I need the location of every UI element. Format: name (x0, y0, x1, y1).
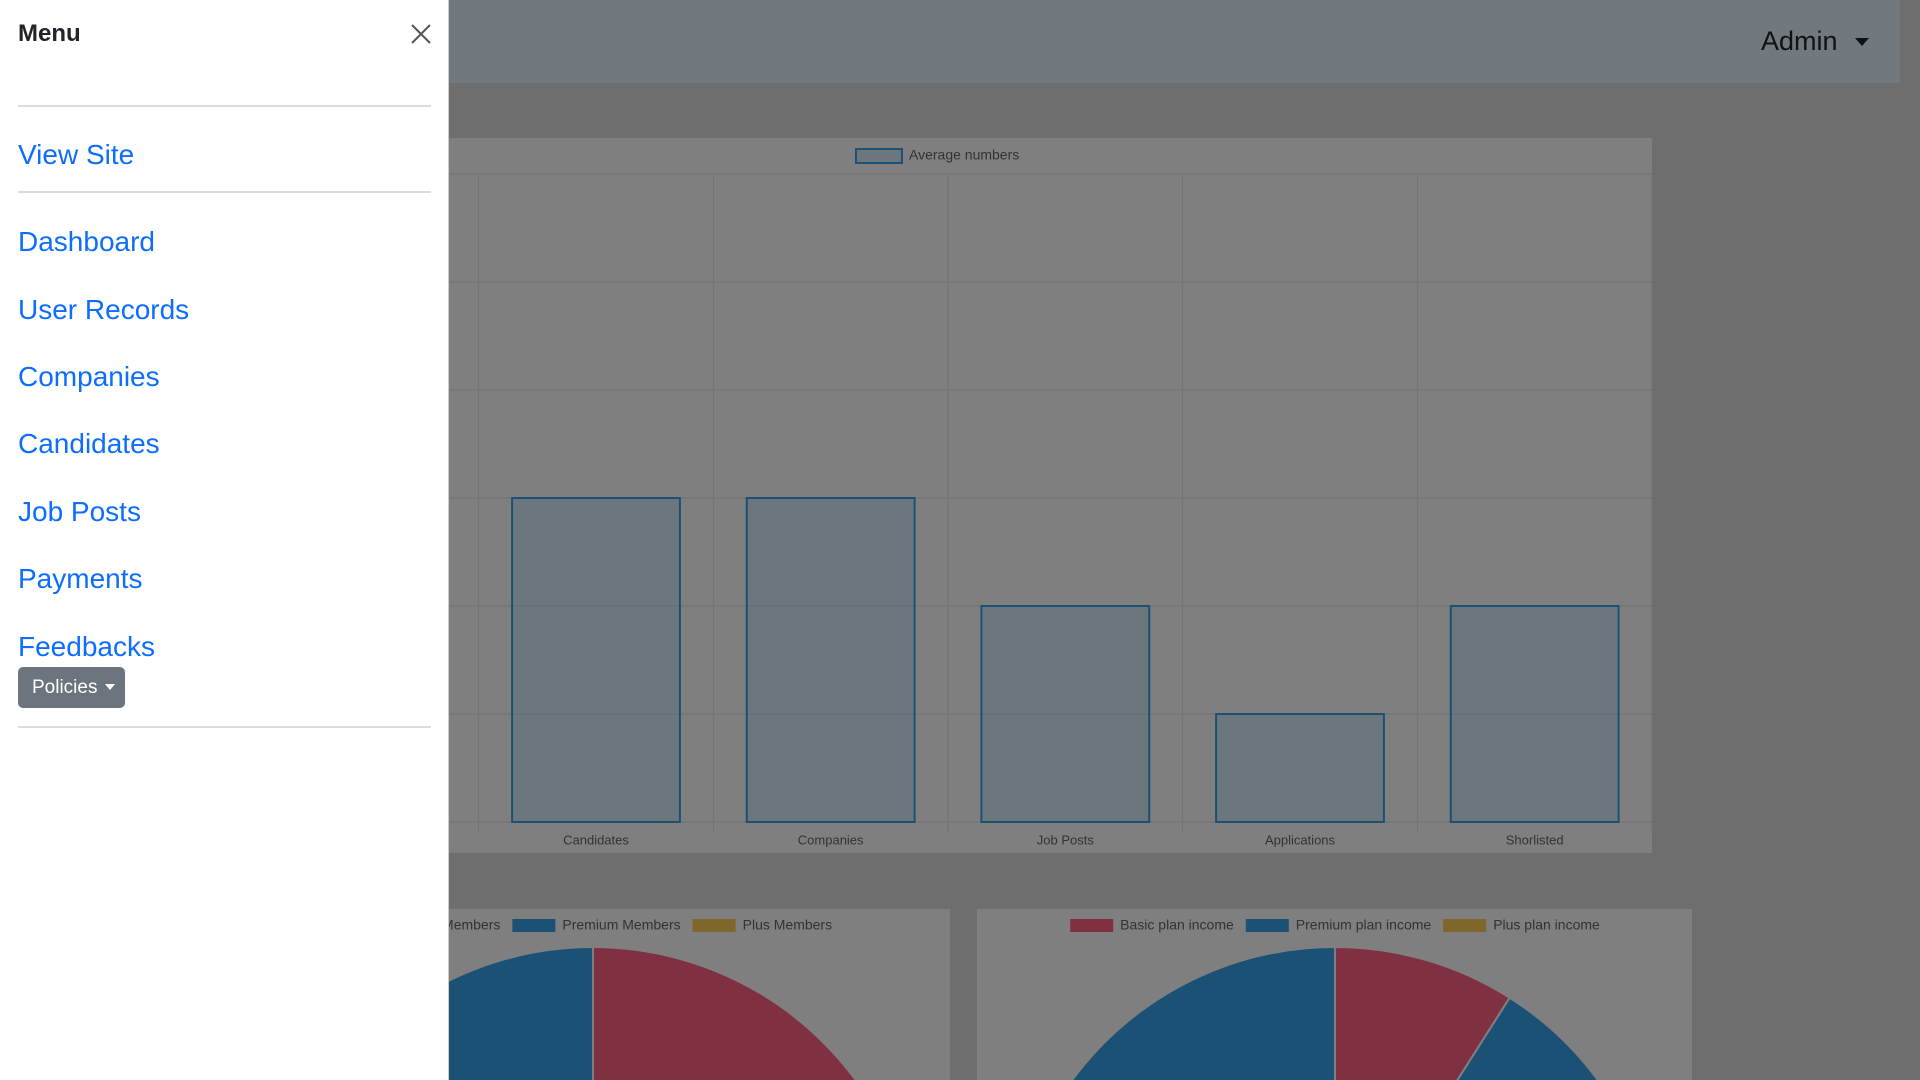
nav-link[interactable]: Feedbacks (18, 631, 155, 662)
nav-link[interactable]: Dashboard (18, 226, 155, 257)
nav-link[interactable]: Candidates (18, 428, 160, 459)
menu-title: Menu (18, 20, 81, 47)
nav-link[interactable]: Payments (18, 563, 143, 594)
nav-link[interactable]: User Records (18, 294, 190, 325)
close-icon (411, 24, 431, 44)
nav-link[interactable]: Job Posts (18, 496, 141, 527)
close-button[interactable] (409, 22, 433, 46)
divider (18, 191, 431, 193)
view-site-link[interactable]: View Site (18, 139, 135, 170)
nav-link[interactable]: Companies (18, 361, 160, 392)
policies-dropdown[interactable]: Policies (18, 667, 125, 708)
offcanvas-menu: Menu View Site Dashboard User Records Co… (0, 0, 449, 1080)
divider (18, 726, 431, 728)
divider (18, 105, 431, 107)
